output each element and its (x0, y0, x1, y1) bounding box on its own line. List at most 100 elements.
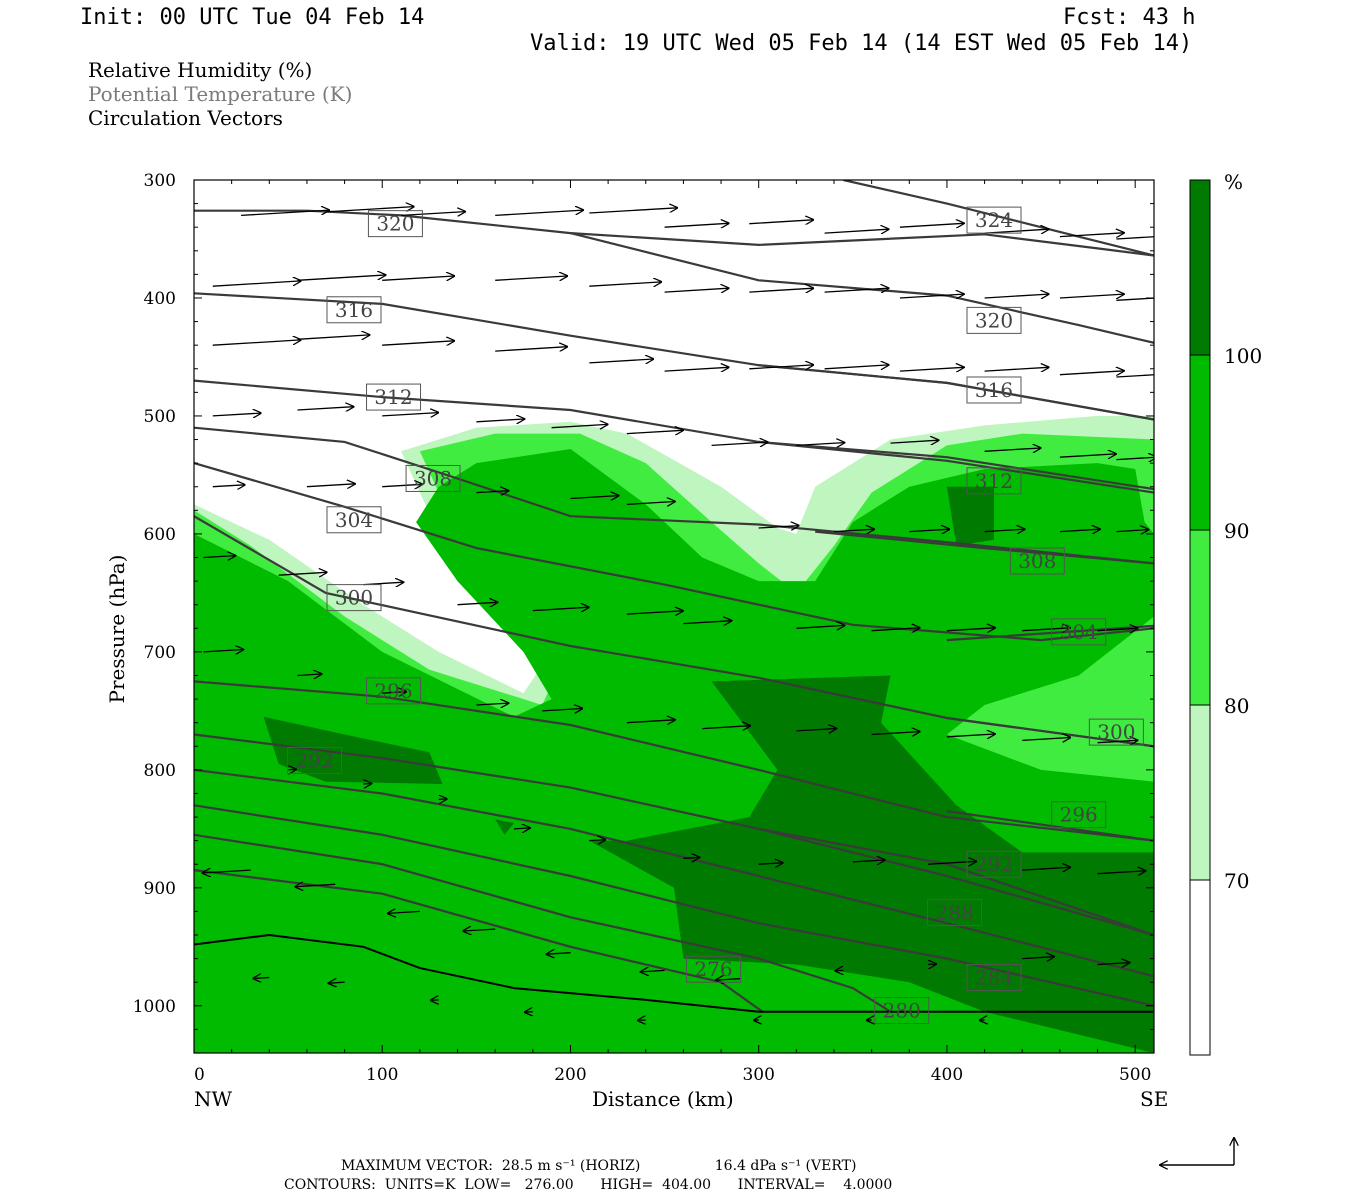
colorbar-level-label: 80 (1224, 694, 1249, 718)
colorbar-swatch-3 (1189, 354, 1211, 531)
footer-max-vector-label: MAXIMUM VECTOR: (341, 1158, 493, 1174)
isentrope-324-line (843, 180, 1154, 257)
circulation-vector (1059, 371, 1124, 375)
init-time: Init: 00 UTC Tue 04 Feb 14 (80, 5, 425, 30)
circulation-vector (626, 611, 683, 614)
isentrope-label-box (686, 955, 742, 983)
circulation-vector (890, 440, 939, 443)
circulation-vector (1116, 457, 1154, 459)
circulation-vector (871, 628, 920, 631)
circulation-vector (551, 424, 608, 427)
circulation-vector (212, 413, 261, 416)
circulation-vector (1116, 530, 1148, 532)
rh-region-5 (495, 819, 514, 835)
circulation-vector (984, 448, 1041, 451)
circulation-vector (664, 223, 729, 227)
isentrope-label-9: 308 (1009, 547, 1065, 575)
circulation-vector (796, 625, 844, 628)
circulation-vector (297, 407, 354, 410)
circulation-vector (463, 929, 496, 931)
circulation-vector (626, 502, 675, 505)
y-tick-label: 600 (144, 525, 176, 545)
circulation-vector (984, 367, 1049, 371)
isentrope-label-box (286, 746, 342, 774)
isentrope-label-text: 288 (935, 901, 973, 925)
plot-frame (193, 179, 1155, 1054)
isentrope-label-text: 284 (975, 965, 1013, 989)
circulation-vector (401, 212, 465, 216)
isentrope-label-box (926, 899, 982, 927)
circulation-vector (212, 485, 245, 487)
isentrope-312-line (194, 379, 1154, 491)
y-tick-label: 400 (144, 289, 176, 309)
isentrope-label-box (367, 210, 423, 238)
isentrope-label-12: 296 (366, 677, 422, 705)
circulation-vector (297, 335, 370, 340)
colorbar-unit: % (1224, 170, 1244, 194)
circulation-vector (589, 840, 605, 841)
isentrope-label-box (366, 677, 422, 705)
circulation-vector (382, 341, 454, 346)
isentrope-label-3: 320 (966, 306, 1022, 334)
isentrope-label-box (966, 467, 1022, 495)
circulation-vector (513, 828, 530, 829)
surface-line (194, 933, 1154, 1013)
circulation-vector (984, 529, 1025, 531)
isentrope-label-text: 296 (374, 679, 412, 703)
isentrope-label-box (1088, 718, 1144, 746)
isentrope-292-line (758, 827, 1154, 937)
isentrope-labels: 320 324 316 320 312 316 308 312 304 308 300 304 296 3… (286, 206, 1144, 1025)
circulation-vector (984, 229, 1049, 233)
circulation-vector (683, 857, 699, 858)
circulation-vector (203, 556, 235, 558)
circulation-vector (641, 970, 665, 972)
isentrope-label-box (326, 506, 382, 534)
isentrope-label-5: 316 (966, 376, 1022, 404)
circulation-vector (306, 484, 355, 487)
circulation-vector (325, 207, 414, 213)
circulation-vector (1059, 454, 1116, 457)
circulation-vector (711, 442, 768, 445)
circulation-vector (1059, 529, 1100, 531)
isentrope-label-text: 324 (975, 208, 1013, 232)
circulation-vector (796, 443, 844, 446)
isentrope-304-line (946, 624, 1154, 642)
isentrope-label-17: 288 (926, 899, 982, 927)
isentrope-label-6: 308 (405, 464, 461, 492)
circulation-vector (716, 979, 740, 980)
circulation-vector (899, 223, 964, 227)
circulation-vector (382, 692, 406, 694)
isentrope-label-box (874, 997, 930, 1025)
x-axis-title: Distance (km) (592, 1087, 734, 1111)
isentrope-label-text: 300 (1097, 720, 1135, 744)
y-tick-label: 700 (144, 643, 176, 663)
isentrope-label-20: 276 (686, 955, 742, 983)
isentrope-label-text: 312 (975, 469, 1013, 493)
footer-max-vert: 16.4 dPa s⁻¹ (VERT) (714, 1158, 857, 1174)
circulation-vector (589, 359, 653, 363)
circulation-vector (212, 281, 301, 287)
circulation-vector (835, 970, 843, 971)
circulation-vector (946, 628, 995, 631)
circulation-vector (297, 275, 386, 281)
circulation-vector (1022, 738, 1070, 741)
footer-contours: CONTOURS: UNITS=K LOW= 276.00 HIGH= 404.… (284, 1177, 893, 1193)
circulation-vector (589, 282, 661, 286)
x-tick-label: 200 (554, 1065, 586, 1085)
circulation-vector (928, 964, 936, 965)
circulation-vector (495, 347, 567, 352)
circulation-vector (431, 1000, 439, 1001)
isentrope-label-19: 280 (874, 997, 930, 1025)
circulation-vector (203, 870, 251, 873)
circulation-vector (241, 210, 329, 217)
rh-region-3 (263, 716, 443, 784)
circulation-vector (683, 621, 731, 624)
circulation-vector (1059, 233, 1124, 237)
isentrope-label-11: 304 (1051, 618, 1107, 646)
isentrope-label-box (966, 850, 1022, 878)
footer-max-vector: MAXIMUM VECTOR: 28.5 m s⁻¹ (HORIZ) 16.4 … (341, 1158, 856, 1174)
legend-rh: Relative Humidity (%) (88, 58, 313, 82)
isentrope-label-text: 316 (335, 298, 373, 322)
circulation-vector (626, 430, 683, 433)
y-axis-title: Pressure (hPa) (105, 554, 129, 704)
